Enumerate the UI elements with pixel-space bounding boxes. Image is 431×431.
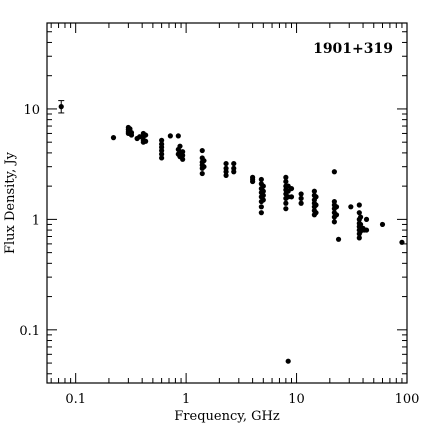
data-point (223, 160, 229, 167)
data-point (231, 169, 237, 175)
data-point (260, 197, 266, 203)
data-point (137, 134, 143, 140)
data-point (311, 188, 317, 194)
data-point (260, 192, 266, 198)
data-point (258, 176, 264, 183)
data-point (298, 195, 304, 201)
data-point (260, 188, 266, 194)
data-point (177, 143, 183, 149)
data-point (159, 151, 165, 157)
data-point (283, 174, 289, 180)
data-point (357, 214, 364, 220)
data-point (356, 202, 362, 208)
data-point (258, 204, 264, 210)
x-axis-tick-labels: 0.1 1 10 100 (65, 392, 419, 407)
data-point (348, 204, 354, 210)
x-axis-label: Frequency, GHz (174, 409, 280, 424)
data-point (128, 132, 135, 138)
data-point (175, 133, 181, 139)
data-point (231, 160, 237, 167)
data-point (288, 185, 295, 192)
data-point (298, 191, 304, 197)
data-point (313, 210, 319, 216)
x-axis-ticks (50, 23, 408, 383)
data-point (223, 172, 229, 179)
data-point (143, 138, 149, 144)
data-points (58, 100, 405, 364)
data-point (331, 169, 337, 175)
data-point (260, 183, 266, 189)
data-point (356, 210, 362, 216)
data-point (199, 147, 205, 154)
y-axis-ticks (47, 22, 407, 375)
data-point (159, 147, 165, 154)
data-point (357, 221, 364, 228)
data-point (363, 227, 370, 233)
data-point (356, 235, 362, 241)
data-point (201, 158, 207, 164)
source-label: 1901+319 (313, 41, 393, 57)
data-point (288, 194, 295, 200)
data-point (283, 206, 289, 212)
data-point (223, 169, 229, 175)
data-point (167, 133, 173, 139)
data-point (199, 170, 205, 177)
data-point (399, 239, 405, 245)
data-point (250, 178, 256, 185)
data-point (333, 212, 340, 218)
data-point (159, 155, 165, 161)
data-point (313, 202, 319, 208)
y-axis-tick-labels: 0.1 1 10 (19, 103, 40, 339)
data-point (143, 132, 149, 138)
y-axis-label: Flux Density, Jy (3, 151, 18, 254)
data-point (258, 210, 264, 216)
y-tick-label: 0.1 (19, 324, 40, 339)
plot-frame (46, 22, 408, 384)
data-point (180, 156, 186, 162)
data-point (335, 236, 342, 242)
y-tick-label: 10 (23, 103, 40, 118)
x-tick-label: 0.1 (65, 392, 86, 407)
data-point (201, 164, 207, 170)
data-point (180, 149, 186, 155)
x-tick-label: 1 (182, 392, 190, 407)
y-tick-label: 1 (32, 213, 40, 228)
data-point (285, 358, 291, 364)
data-point (298, 200, 304, 206)
data-point (159, 137, 165, 143)
data-point (331, 219, 337, 225)
data-point (313, 194, 319, 200)
data-point (363, 216, 370, 222)
data-point (379, 221, 386, 228)
data-point (110, 135, 117, 141)
x-tick-label: 10 (288, 392, 305, 407)
data-point (283, 200, 289, 206)
data-point (180, 152, 186, 158)
x-tick-label: 100 (395, 392, 420, 407)
data-point (283, 178, 289, 185)
data-point (58, 104, 64, 110)
data-point (333, 204, 340, 210)
